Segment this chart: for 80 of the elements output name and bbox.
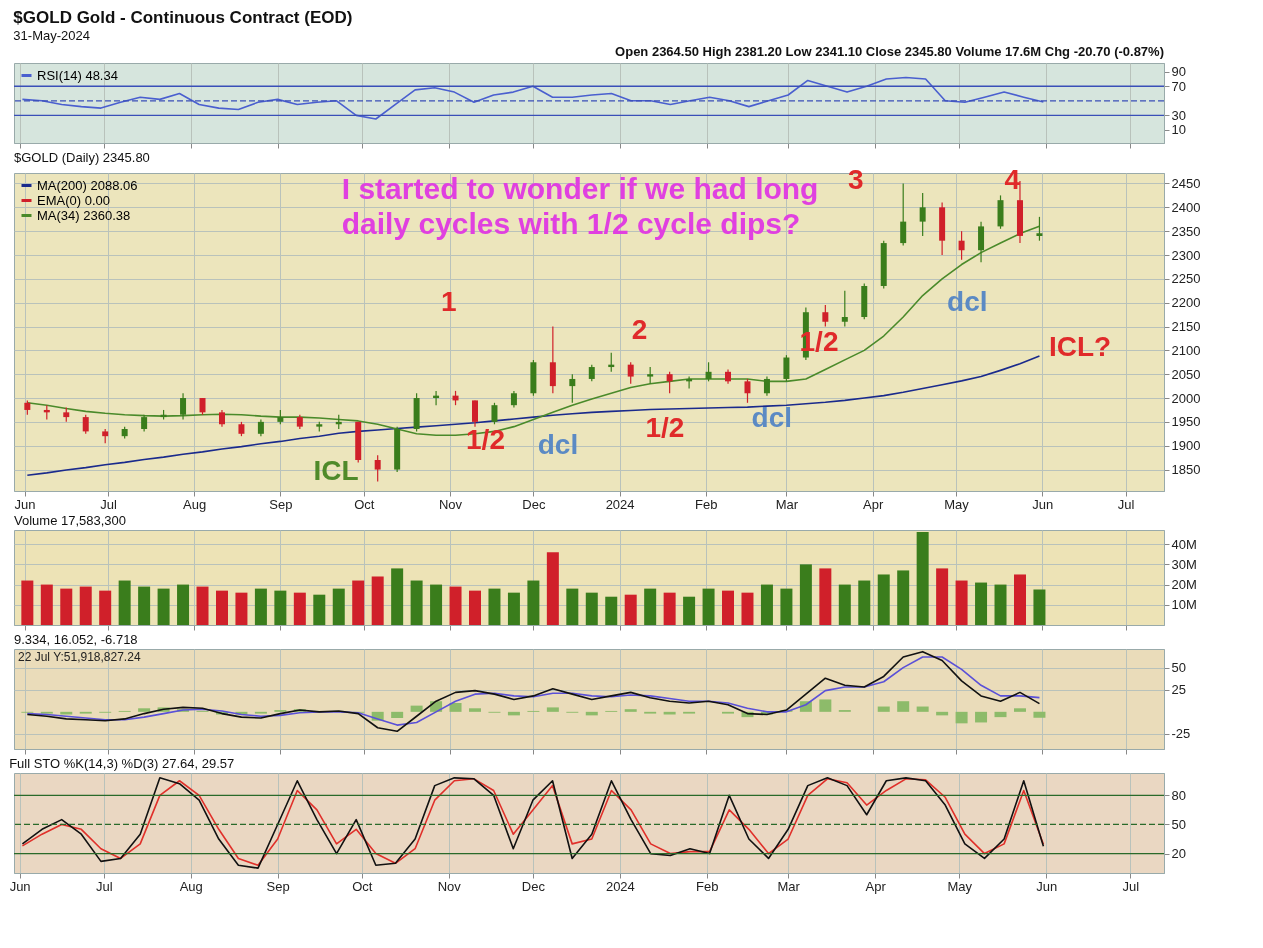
chart-subtitle: 31-May-2024 <box>13 28 90 43</box>
x-tick-label: Jun <box>1032 496 1054 512</box>
y-tick-label: 30M <box>1171 556 1197 572</box>
y-tick-label: 2050 <box>1171 366 1201 382</box>
y-tick-label: 10M <box>1171 597 1197 613</box>
x-tick-label: Jul <box>1122 878 1140 894</box>
legend-label: MA(34) 2360.38 <box>37 207 131 223</box>
legend-label: MA(200) 2088.06 <box>37 177 138 193</box>
x-tick-label: Jul <box>100 496 117 512</box>
x-tick-label: Jun <box>14 496 36 512</box>
x-tick-label: May <box>944 496 970 512</box>
x-tick-label: Nov <box>437 878 462 894</box>
y-tick-label: 2200 <box>1171 295 1201 311</box>
x-tick-label: Dec <box>521 878 546 894</box>
annotation: ICL <box>313 454 359 486</box>
chart-title: Full STO %K(14,3) %D(3) 27.64, 29.57 <box>9 756 235 771</box>
annotation: 1 <box>440 285 457 317</box>
x-tick-label: May <box>947 878 973 894</box>
x-tick-label: Oct <box>352 878 373 894</box>
x-tick-label: Apr <box>862 496 884 512</box>
x-tick-label: 2024 <box>605 878 635 894</box>
x-tick-label: Jun <box>9 878 31 894</box>
x-tick-label: Aug <box>183 496 207 512</box>
y-tick-label: 90 <box>1171 64 1186 80</box>
y-tick-label: 1950 <box>1171 414 1201 430</box>
annotation: I started to wonder if we had long <box>341 171 819 205</box>
annotation: daily cycles with 1/2 cycle dips? <box>341 206 801 240</box>
y-tick-label: 70 <box>1171 78 1186 94</box>
annotation: ICL? <box>1048 330 1112 362</box>
x-tick-label: Jun <box>1036 878 1058 894</box>
y-tick-label: 1850 <box>1171 462 1201 478</box>
y-tick-label: 2100 <box>1171 342 1201 358</box>
y-tick-label: 10 <box>1171 122 1186 138</box>
annotation: 22 Jul Y:51,918,827.24 <box>18 650 141 664</box>
annotation: 4 <box>1004 163 1021 195</box>
x-tick-label: Feb <box>695 496 718 512</box>
y-tick-label: 50 <box>1171 660 1186 676</box>
y-tick-label: 20M <box>1171 577 1197 593</box>
x-tick-label: Nov <box>438 496 463 512</box>
y-tick-label: 30 <box>1171 107 1186 123</box>
text: Open 2364.50 High 2381.20 Low 2341.10 Close 2345.80 Volume 17.6M Chg -20.70 (-0.87%) <box>615 44 1164 59</box>
annotation: 3 <box>848 163 864 195</box>
x-tick-label: Sep <box>266 878 290 894</box>
y-tick-label: -25 <box>1171 726 1191 742</box>
y-tick-label: 2400 <box>1171 199 1201 215</box>
annotation: dcl <box>947 285 988 317</box>
chart-title: 9.334, 16.052, -6.718 <box>14 632 138 647</box>
x-tick-label: 2024 <box>605 496 635 512</box>
x-tick-label: Aug <box>179 878 203 894</box>
legend-label: EMA(0) 0.00 <box>37 192 110 208</box>
x-tick-label: Oct <box>354 496 375 512</box>
y-tick-label: 2000 <box>1171 390 1201 406</box>
chart-title: Volume 17,583,300 <box>14 513 127 528</box>
y-tick-label: 2350 <box>1171 223 1201 239</box>
x-tick-label: Feb <box>696 878 719 894</box>
y-tick-label: 2250 <box>1171 271 1201 287</box>
annotation: dcl <box>537 428 579 460</box>
y-tick-label: 2300 <box>1171 247 1201 263</box>
chart-title: $GOLD (Daily) 2345.80 <box>14 149 150 165</box>
y-tick-label: 80 <box>1171 787 1186 803</box>
x-tick-label: Jul <box>95 878 113 894</box>
x-tick-label: Sep <box>269 496 293 512</box>
chart-title: $GOLD Gold - Continuous Contract (EOD) <box>13 8 353 27</box>
x-tick-label: Mar <box>777 878 801 894</box>
y-tick-label: 20 <box>1171 846 1186 862</box>
y-tick-label: 50 <box>1171 816 1186 832</box>
annotation: 1/2 <box>466 424 505 456</box>
y-tick-label: 25 <box>1171 682 1186 698</box>
x-tick-label: Apr <box>865 878 887 894</box>
y-tick-label: 1900 <box>1171 438 1201 454</box>
x-tick-label: Mar <box>775 496 799 512</box>
y-tick-label: 2150 <box>1171 319 1201 335</box>
legend-label: RSI(14) 48.34 <box>37 67 118 83</box>
annotation: dcl <box>751 402 793 434</box>
y-tick-label: 40M <box>1171 536 1197 552</box>
x-tick-label: Jul <box>1117 496 1135 512</box>
annotation: 2 <box>631 314 648 346</box>
x-tick-label: Dec <box>522 496 546 512</box>
y-tick-label: 2450 <box>1171 175 1201 191</box>
annotation: 1/2 <box>645 411 685 443</box>
